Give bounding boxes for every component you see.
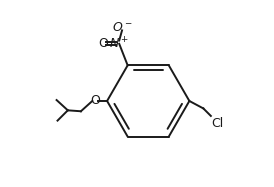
Text: $O^-$: $O^-$ [112,21,132,33]
Text: O: O [98,37,108,50]
Text: Cl: Cl [211,117,224,130]
Text: O: O [90,94,100,108]
Text: $N^+$: $N^+$ [109,36,129,51]
